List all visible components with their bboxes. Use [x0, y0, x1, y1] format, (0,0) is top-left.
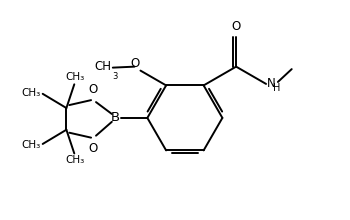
- Text: 3: 3: [112, 72, 117, 81]
- Text: CH₃: CH₃: [21, 88, 41, 98]
- Text: O: O: [130, 57, 139, 70]
- Text: N: N: [267, 77, 276, 90]
- Text: CH₃: CH₃: [66, 72, 85, 82]
- Text: H: H: [273, 83, 280, 93]
- Text: O: O: [89, 83, 98, 96]
- Text: CH: CH: [95, 60, 112, 73]
- Text: CH₃: CH₃: [66, 155, 85, 165]
- Text: B: B: [111, 111, 120, 124]
- Text: O: O: [89, 142, 98, 155]
- Text: CH₃: CH₃: [21, 140, 41, 150]
- Text: O: O: [231, 20, 241, 33]
